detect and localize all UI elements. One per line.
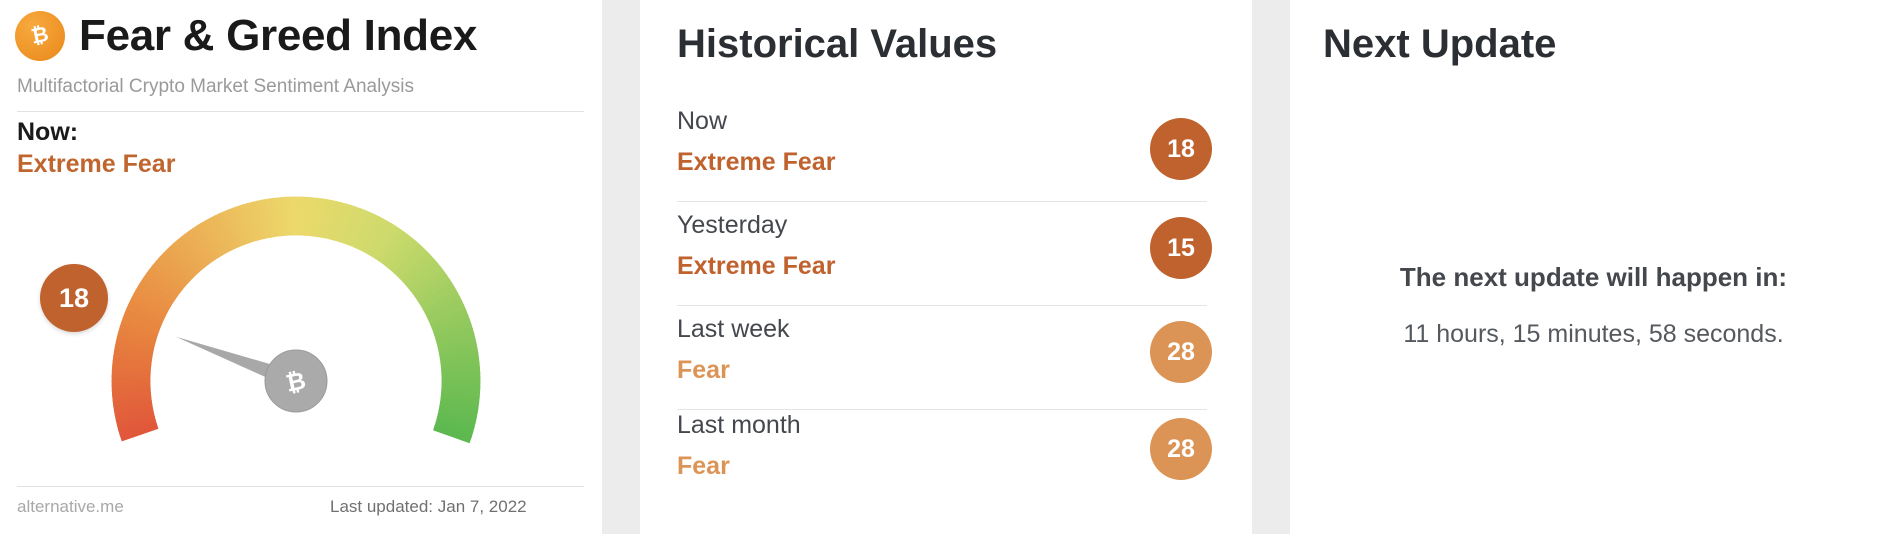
svg-text:₿: ₿ [29, 23, 51, 49]
